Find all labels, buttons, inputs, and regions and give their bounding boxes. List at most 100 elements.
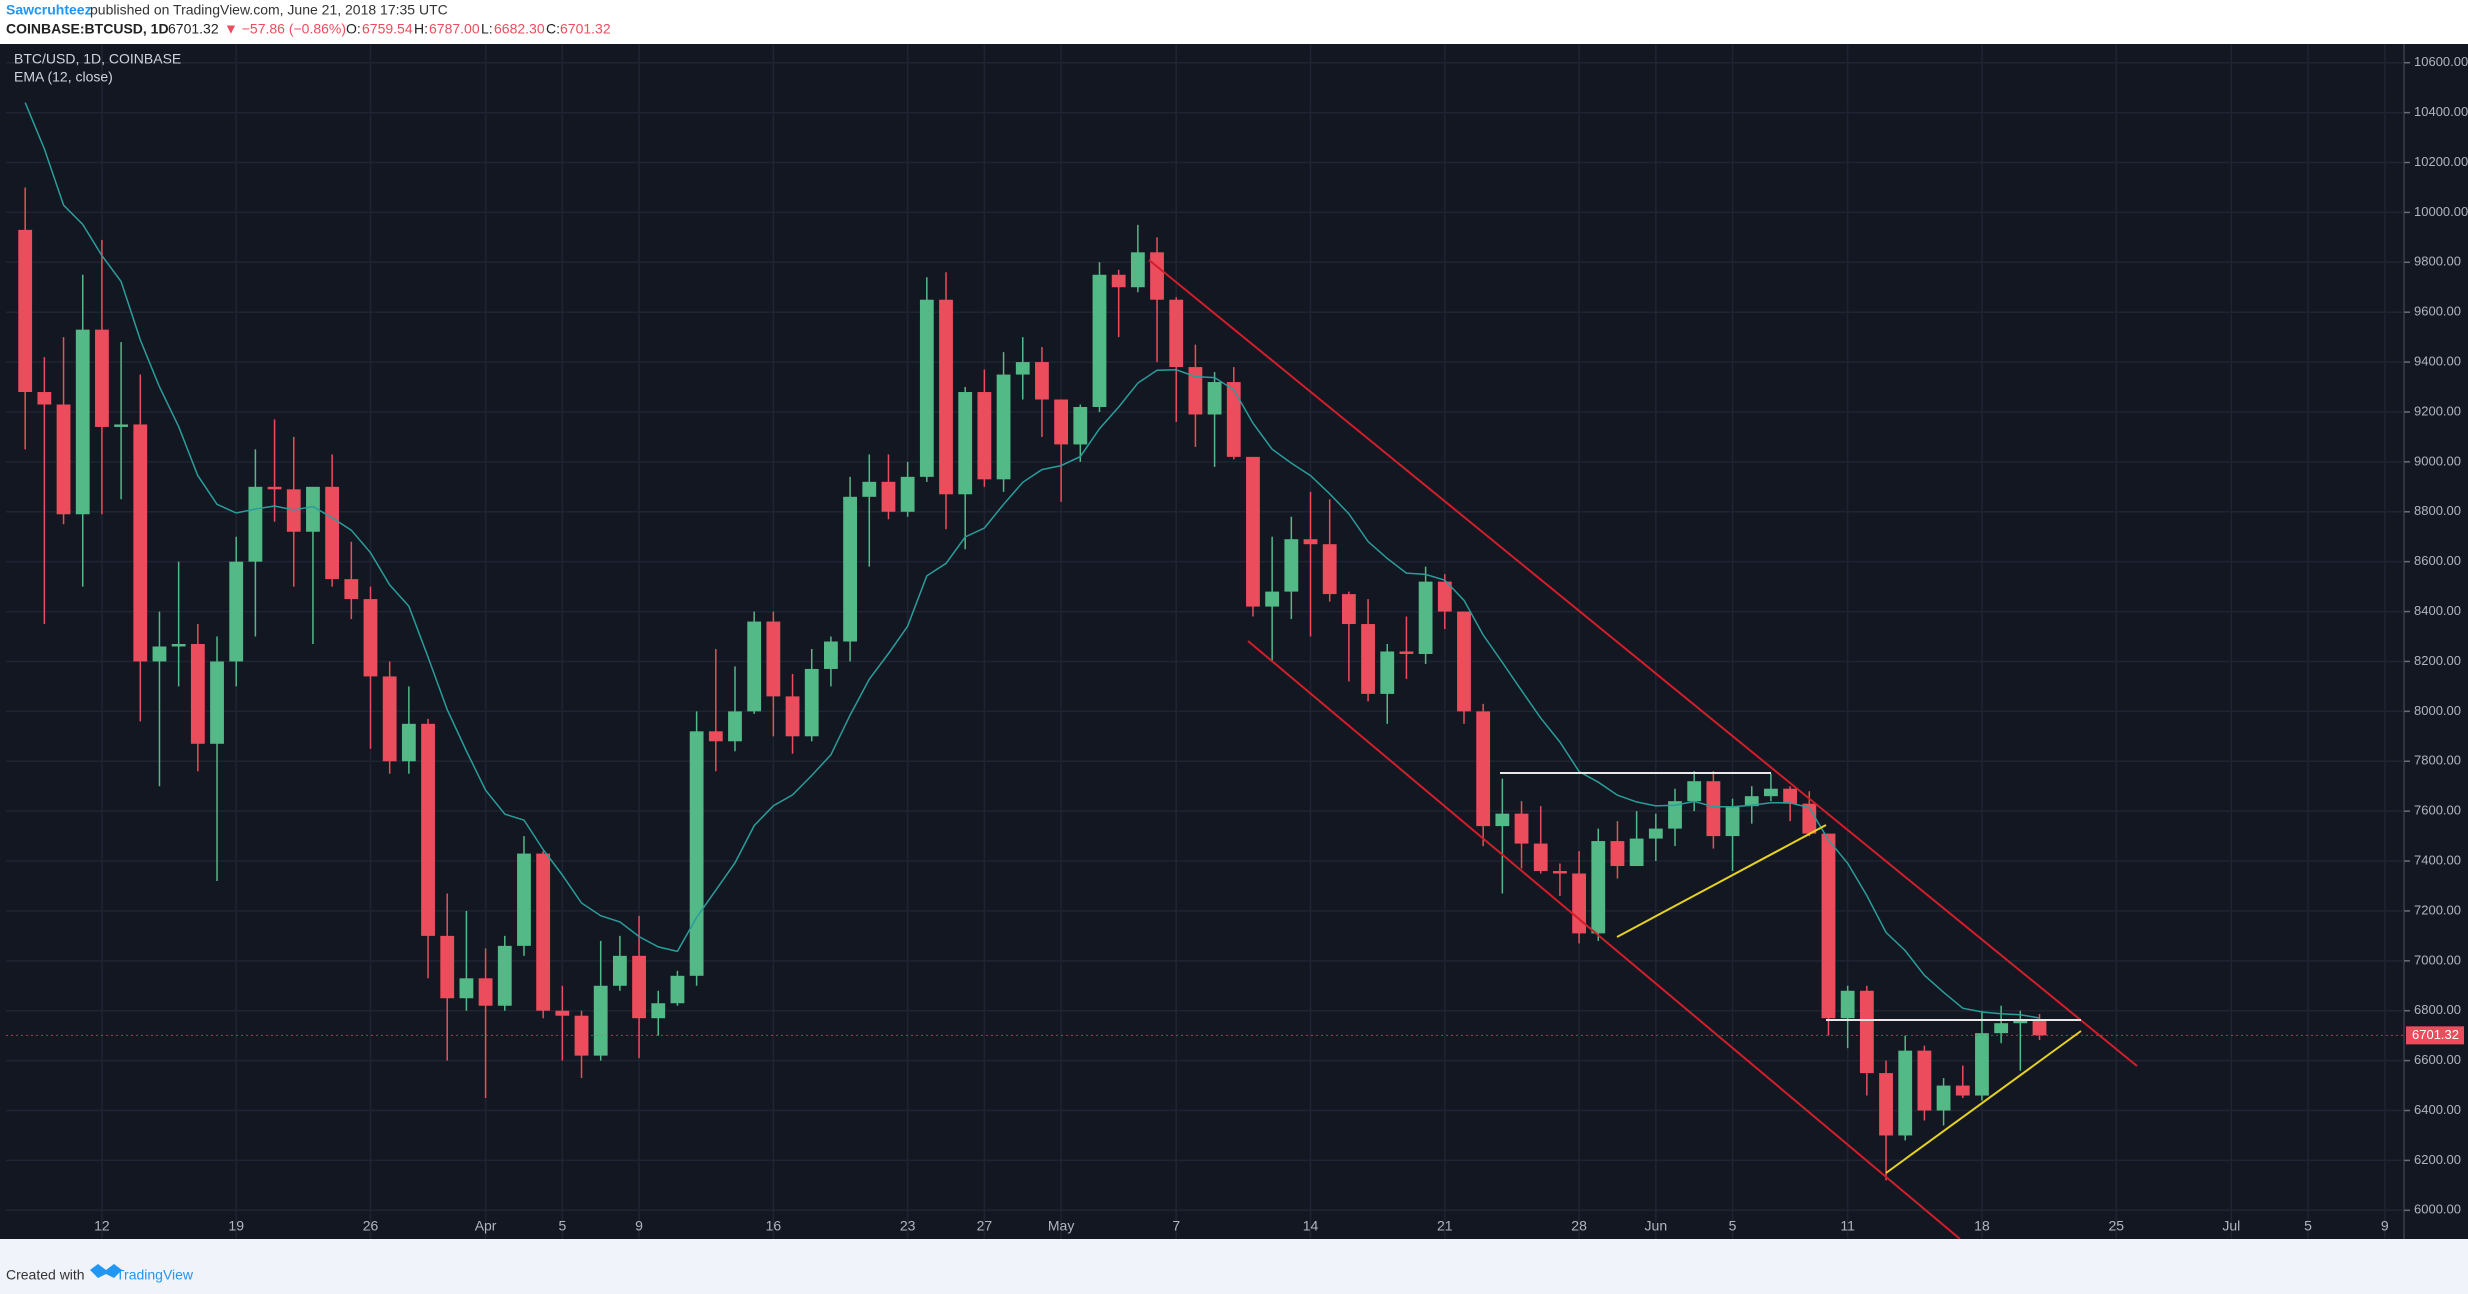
candle-body: [1322, 544, 1337, 595]
candle-body: [632, 955, 646, 1019]
candle-body: [1035, 362, 1049, 400]
candle-body: [2032, 1020, 2047, 1036]
candle-body: [1898, 1050, 1913, 1136]
last-price-label: 6701.32: [2412, 1027, 2459, 1042]
x-tick-label: 5: [2304, 1218, 2312, 1234]
candle-body: [1936, 1085, 1951, 1111]
chart-legend-ema: EMA (12, close): [14, 69, 113, 85]
c-value: 6701.32: [560, 21, 611, 37]
x-tick-label: 23: [900, 1218, 916, 1234]
footer-brand[interactable]: TradingView: [116, 1267, 194, 1283]
published: published on TradingView.com, June 21, 2…: [90, 2, 448, 18]
candle-body: [1629, 838, 1644, 867]
o-value: 6759.54: [362, 21, 413, 37]
candle-body: [1994, 1023, 2009, 1034]
candle-body: [75, 329, 90, 515]
candle-body: [958, 392, 973, 495]
change: ▼ −57.86 (−0.86%): [224, 21, 346, 37]
candle-body: [728, 711, 742, 742]
candle-body: [900, 476, 915, 512]
x-tick-label: 21: [1437, 1218, 1453, 1234]
candle-body: [1341, 594, 1356, 625]
o-label: O:: [346, 21, 361, 37]
candle-body: [152, 646, 167, 662]
x-tick-label: 9: [635, 1218, 643, 1234]
footer-bar: [0, 1239, 2468, 1294]
c-label: C:: [546, 21, 560, 37]
candle-body: [440, 935, 455, 999]
x-tick-label: 12: [94, 1218, 110, 1234]
candle-body: [1207, 382, 1222, 415]
candle-body: [881, 481, 896, 512]
candle-body: [344, 579, 359, 600]
y-tick-label: 9800.00: [2414, 254, 2461, 269]
candle-body: [1437, 581, 1452, 612]
y-tick-label: 10600.00: [2414, 54, 2468, 69]
channel-upper: [1148, 259, 2138, 1067]
x-tick-label: Jul: [2222, 1218, 2240, 1234]
x-tick-label: Jun: [1645, 1218, 1668, 1234]
y-tick-label: 9000.00: [2414, 453, 2461, 468]
y-tick-label: 8200.00: [2414, 653, 2461, 668]
candle-body: [651, 1003, 666, 1019]
x-tick-label: 28: [1571, 1218, 1587, 1234]
x-tick-label: 18: [1974, 1218, 1990, 1234]
candle-body: [190, 643, 205, 744]
candle-body: [1764, 788, 1778, 797]
candle-body: [1284, 539, 1299, 592]
y-tick-label: 8400.00: [2414, 603, 2461, 618]
last: 6701.32: [168, 21, 219, 37]
h-value: 6787.00: [429, 21, 480, 37]
y-tick-label: 6600.00: [2414, 1052, 2461, 1067]
candle-body: [1476, 711, 1491, 827]
candle-body: [1879, 1073, 1893, 1136]
tradingview-logo: [90, 1264, 122, 1278]
author[interactable]: Sawcruhteez: [6, 2, 92, 18]
candle-body: [1552, 871, 1567, 874]
candle-body: [1188, 367, 1203, 415]
candle-body: [1840, 990, 1855, 1019]
candle-body: [1361, 624, 1375, 694]
candle-body: [1648, 828, 1663, 839]
y-tick-label: 6800.00: [2414, 1002, 2461, 1017]
y-tick-label: 8600.00: [2414, 553, 2461, 568]
candle-body: [1015, 362, 1030, 375]
candle-body: [1169, 299, 1184, 368]
candle-body: [1591, 841, 1606, 934]
y-tick-label: 9400.00: [2414, 354, 2461, 369]
y-tick-label: 7600.00: [2414, 803, 2461, 818]
candle-body: [1802, 803, 1817, 834]
candle-body: [95, 329, 109, 427]
candle-body: [1226, 382, 1241, 457]
x-tick-label: 7: [1172, 1218, 1180, 1234]
l-value: 6682.30: [494, 21, 545, 37]
drawings: [1148, 259, 2138, 1240]
candle-body: [267, 486, 282, 490]
footer-created: Created with: [6, 1267, 85, 1283]
x-tick-label: May: [1048, 1218, 1074, 1234]
candle-body: [114, 424, 129, 427]
channel-lower: [1247, 640, 1961, 1240]
candle-body: [306, 486, 320, 532]
candle-body: [1572, 873, 1586, 934]
y-tick-label: 8800.00: [2414, 503, 2461, 518]
candle-body: [824, 641, 838, 669]
candle-body: [670, 975, 685, 1004]
candle-body: [1533, 843, 1548, 872]
candle-body: [1687, 781, 1702, 802]
candle-body: [1495, 813, 1510, 827]
candle-body: [843, 496, 858, 642]
y-tick-label: 9200.00: [2414, 403, 2461, 418]
candle-body: [1399, 651, 1414, 654]
candle-body: [804, 668, 819, 737]
candle-body: [612, 955, 627, 986]
labels: 6000.00 6200.00 6400.00 6600.00 6800.00 7000.…: [94, 54, 2468, 1234]
support-line: [1616, 824, 1827, 938]
grid: [6, 44, 2404, 1239]
candle-body: [1111, 274, 1126, 288]
h-label: H:: [414, 21, 428, 37]
candle-body: [363, 599, 378, 677]
last-price-tag: [2406, 1026, 2464, 1045]
candle-body: [1246, 456, 1260, 607]
